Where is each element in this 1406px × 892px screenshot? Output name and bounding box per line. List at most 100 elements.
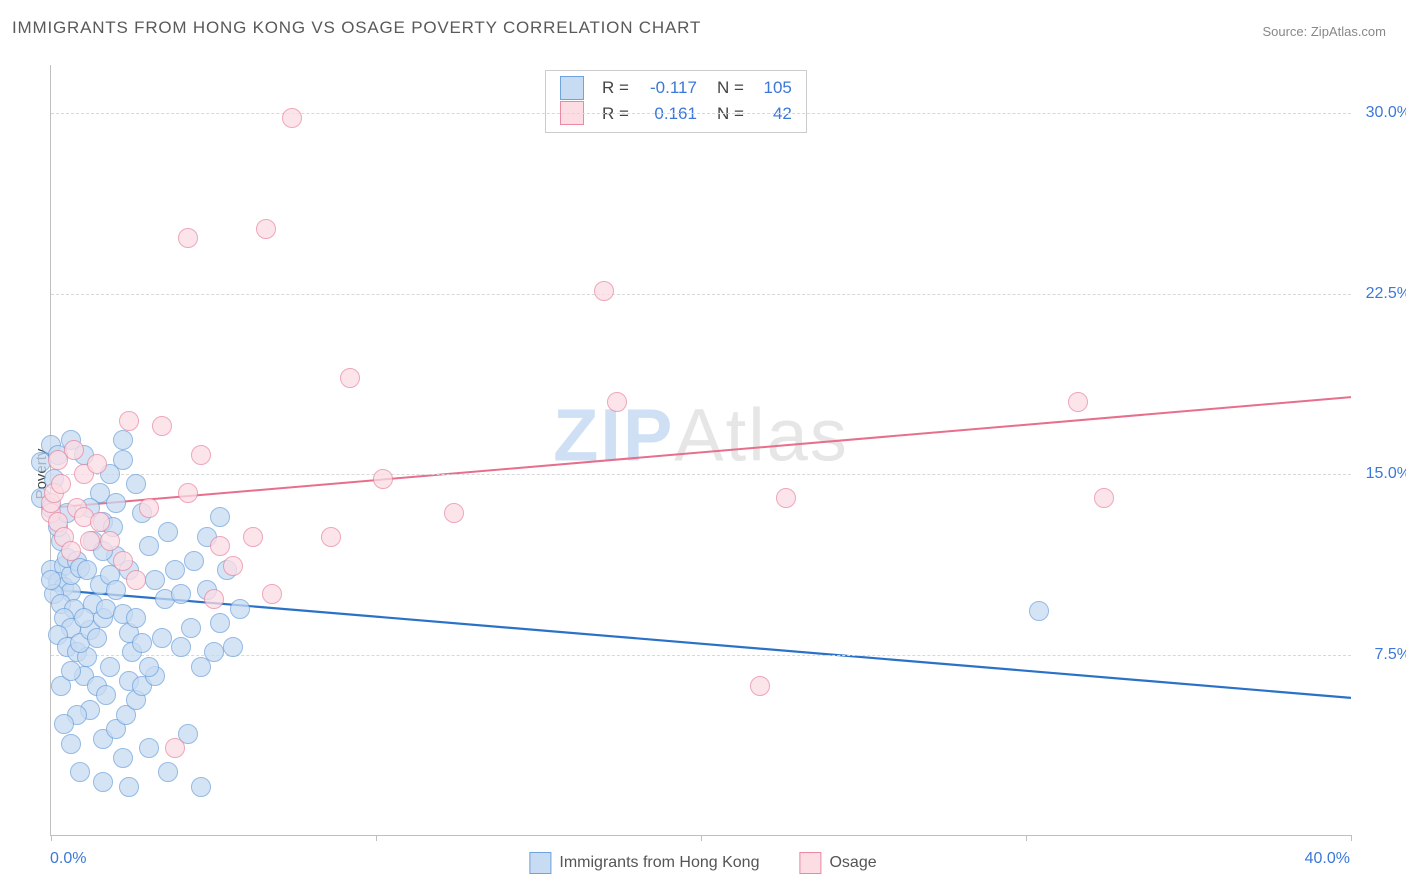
x-tick-mark <box>1026 835 1027 841</box>
legend-stats-box: R =-0.117N =105R =0.161N =42 <box>545 70 807 133</box>
legend-label-hk: Immigrants from Hong Kong <box>559 854 759 871</box>
scatter-point-hk <box>93 772 113 792</box>
plot-region: ZIPAtlas R =-0.117N =105R =0.161N =42 7.… <box>50 65 1351 836</box>
chart-title: IMMIGRANTS FROM HONG KONG VS OSAGE POVER… <box>12 18 701 38</box>
scatter-point-osage <box>87 454 107 474</box>
scatter-point-osage <box>48 450 68 470</box>
scatter-point-hk <box>184 551 204 571</box>
y-tick-label: 30.0% <box>1357 104 1406 122</box>
watermark-atlas: Atlas <box>674 393 849 476</box>
scatter-point-hk <box>145 570 165 590</box>
scatter-point-hk <box>54 714 74 734</box>
scatter-point-osage <box>607 392 627 412</box>
grid-line-h <box>51 294 1351 295</box>
scatter-point-osage <box>51 474 71 494</box>
x-tick-mark <box>376 835 377 841</box>
scatter-point-osage <box>204 589 224 609</box>
scatter-point-hk <box>132 633 152 653</box>
grid-line-h <box>51 655 1351 656</box>
legend-r-label: R = <box>602 75 629 101</box>
legend-item-hk: Immigrants from Hong Kong <box>529 852 759 874</box>
scatter-point-hk <box>106 580 126 600</box>
scatter-point-hk <box>41 570 61 590</box>
scatter-point-osage <box>178 228 198 248</box>
legend-swatch-hk-icon <box>529 852 551 874</box>
legend-stats-row-hk: R = -0.117 N = 105 <box>560 75 792 101</box>
scatter-point-hk <box>210 613 230 633</box>
legend-label-osage: Osage <box>829 854 876 871</box>
grid-line-h <box>51 474 1351 475</box>
scatter-point-osage <box>178 483 198 503</box>
scatter-point-hk <box>70 762 90 782</box>
legend-swatch-osage-icon <box>799 852 821 874</box>
scatter-point-hk <box>191 777 211 797</box>
legend-n-label: N = <box>717 75 744 101</box>
scatter-point-hk <box>61 661 81 681</box>
scatter-point-hk <box>158 522 178 542</box>
watermark: ZIPAtlas <box>553 392 849 477</box>
scatter-point-osage <box>126 570 146 590</box>
scatter-point-hk <box>204 642 224 662</box>
chart-area: Poverty ZIPAtlas R =-0.117N =105R =0.161… <box>0 55 1406 892</box>
scatter-point-hk <box>74 608 94 628</box>
scatter-point-hk <box>126 608 146 628</box>
scatter-point-osage <box>594 281 614 301</box>
legend-item-osage: Osage <box>799 852 876 874</box>
scatter-point-osage <box>243 527 263 547</box>
scatter-point-hk <box>61 734 81 754</box>
scatter-point-osage <box>776 488 796 508</box>
x-axis-start-label: 0.0% <box>50 850 86 868</box>
scatter-point-osage <box>191 445 211 465</box>
source-link[interactable]: ZipAtlas.com <box>1311 24 1386 39</box>
scatter-point-hk <box>152 628 172 648</box>
scatter-point-osage <box>750 676 770 696</box>
scatter-point-hk <box>113 450 133 470</box>
scatter-point-osage <box>165 738 185 758</box>
scatter-point-osage <box>321 527 341 547</box>
scatter-point-osage <box>113 551 133 571</box>
scatter-point-osage <box>80 531 100 551</box>
scatter-point-osage <box>340 368 360 388</box>
scatter-point-osage <box>210 536 230 556</box>
x-axis-end-label: 40.0% <box>1305 850 1350 868</box>
scatter-point-osage <box>262 584 282 604</box>
regression-line-osage <box>51 397 1351 508</box>
y-tick-label: 22.5% <box>1357 285 1406 303</box>
x-tick-mark <box>701 835 702 841</box>
legend-r-value: -0.117 <box>639 75 697 101</box>
grid-line-h <box>51 113 1351 114</box>
scatter-point-osage <box>90 512 110 532</box>
scatter-point-hk <box>223 637 243 657</box>
legend-n-value: 105 <box>754 75 792 101</box>
scatter-point-osage <box>1068 392 1088 412</box>
scatter-point-osage <box>139 498 159 518</box>
scatter-point-hk <box>230 599 250 619</box>
source-label: Source: <box>1262 24 1310 39</box>
scatter-point-hk <box>119 777 139 797</box>
scatter-point-hk <box>87 628 107 648</box>
x-tick-mark <box>1351 835 1352 841</box>
scatter-point-osage <box>119 411 139 431</box>
scatter-point-osage <box>100 531 120 551</box>
scatter-point-hk <box>113 748 133 768</box>
scatter-point-hk <box>139 536 159 556</box>
legend-swatch-hk <box>560 76 584 100</box>
scatter-point-hk <box>113 430 133 450</box>
scatter-point-hk <box>210 507 230 527</box>
scatter-point-hk <box>139 738 159 758</box>
scatter-point-hk <box>96 685 116 705</box>
scatter-point-hk <box>1029 601 1049 621</box>
scatter-point-osage <box>152 416 172 436</box>
scatter-point-hk <box>165 560 185 580</box>
scatter-point-hk <box>171 637 191 657</box>
regression-lines <box>51 65 1351 835</box>
source-attribution: Source: ZipAtlas.com <box>1262 24 1386 39</box>
scatter-point-hk <box>100 657 120 677</box>
scatter-point-osage <box>282 108 302 128</box>
scatter-point-osage <box>256 219 276 239</box>
scatter-point-osage <box>1094 488 1114 508</box>
scatter-point-osage <box>61 541 81 561</box>
y-tick-label: 15.0% <box>1357 465 1406 483</box>
scatter-point-hk <box>158 762 178 782</box>
scatter-point-osage <box>373 469 393 489</box>
